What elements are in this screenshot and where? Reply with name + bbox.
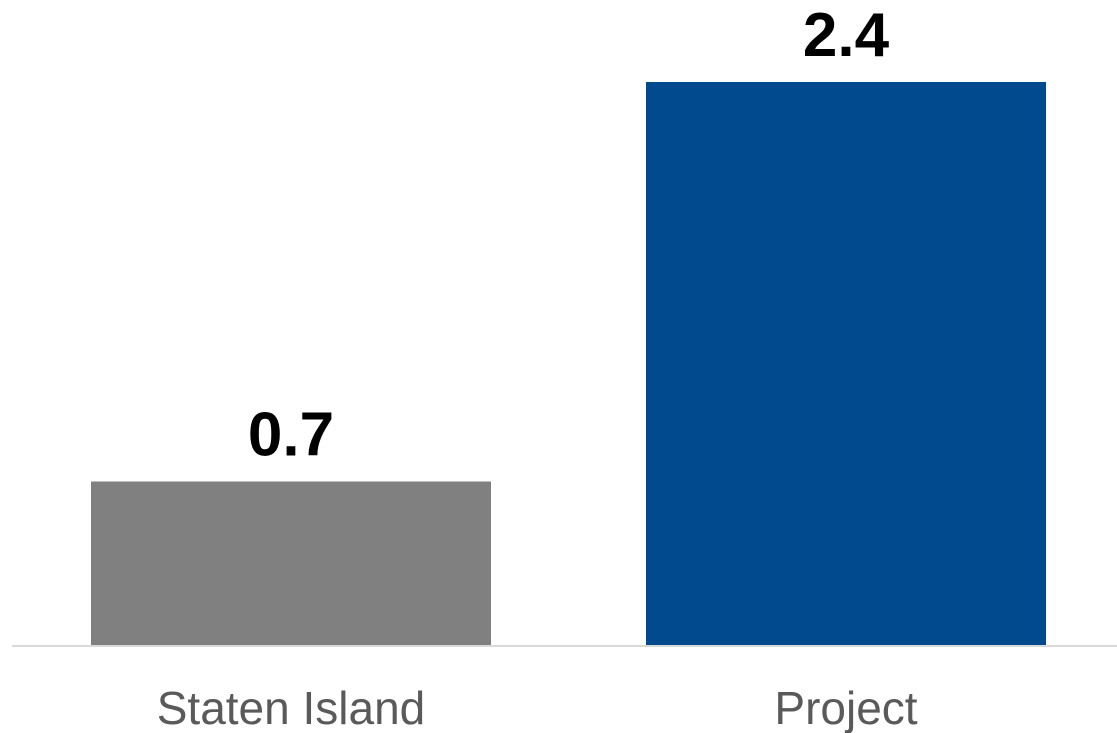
bar-staten-island — [91, 481, 491, 646]
category-label-staten-island: Staten Island — [157, 682, 426, 733]
value-labels: 0.7 2.4 — [248, 1, 890, 470]
bars — [91, 82, 1046, 646]
value-label-staten-island: 0.7 — [248, 401, 334, 470]
category-label-project: Project — [774, 682, 917, 733]
value-label-project: 2.4 — [803, 1, 890, 70]
bar-project — [646, 82, 1046, 646]
category-labels: Staten Island Project — [157, 682, 918, 733]
